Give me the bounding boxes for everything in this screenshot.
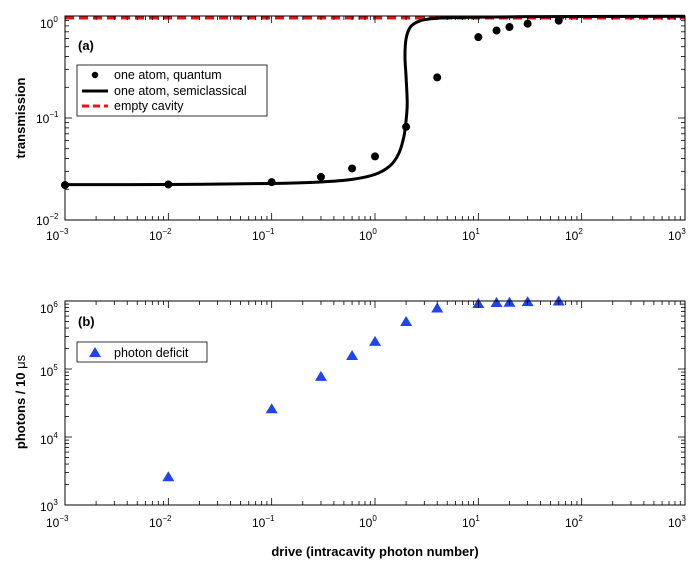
- quantum-point-4: [348, 164, 357, 173]
- quantum-point-1: [164, 180, 173, 189]
- legend-empty-cavity-label: empty cavity: [114, 99, 184, 113]
- quantum-point-10: [505, 23, 514, 32]
- panel-b-photon-deficit: 10−3 10−2 10−1 100 101 102 103 103 104 1…: [13, 295, 686, 559]
- b-xtick-label-6: 103: [668, 514, 686, 530]
- b-xtick-label-4: 101: [462, 514, 480, 530]
- b-xtick-label-1: 10−2: [149, 514, 172, 530]
- panel-b-y-axis-label: photons / 10 μs: [13, 354, 28, 449]
- b-ytick-label-2: 105: [40, 363, 58, 379]
- quantum-point-11: [523, 19, 532, 28]
- panel-b-ticks: [64, 300, 686, 506]
- panel-b-tag: (b): [78, 314, 95, 329]
- panel-a-legend: one atom, quantum one atom, semiclassica…: [76, 64, 268, 117]
- a-ytick-label-2: 100: [40, 15, 58, 31]
- quantum-point-9: [492, 26, 501, 35]
- a-xtick-label-1: 10−2: [149, 227, 172, 243]
- quantum-point-5: [371, 152, 379, 161]
- x-axis-label: drive (intracavity photon number): [271, 544, 478, 559]
- panel-b-x-tick-labels: 10−3 10−2 10−1 100 101 102 103: [46, 514, 686, 530]
- b-xtick-label-5: 102: [565, 514, 583, 530]
- legend-quantum-label: one atom, quantum: [114, 68, 222, 82]
- a-ytick-label-0: 10−2: [36, 212, 59, 228]
- quantum-point-3: [316, 172, 325, 181]
- a-xtick-label-2: 10−1: [252, 227, 275, 243]
- legend-quantum-marker: [91, 71, 99, 79]
- panel-b-frame: [64, 300, 686, 506]
- b-xtick-label-3: 100: [359, 514, 377, 530]
- photon-deficit-point-6: [431, 302, 444, 313]
- a-xtick-label-3: 100: [359, 227, 377, 243]
- photon-deficit-point-5: [400, 315, 413, 326]
- quantum-point-7: [433, 73, 442, 82]
- legend-photon-deficit-label: photon deficit: [114, 346, 189, 360]
- a-xtick-label-6: 103: [668, 227, 686, 243]
- panel-b-legend: photon deficit: [76, 341, 208, 363]
- quantum-point-12: [554, 16, 563, 25]
- panel-a-tag: (a): [78, 38, 94, 53]
- quantum-point-6: [402, 122, 411, 131]
- panel-a-y-axis-label: transmission: [13, 77, 28, 158]
- panel-a-x-tick-labels: 10−3 10−2 10−1 100 101 102 103: [46, 227, 686, 243]
- b-xtick-label-0: 10−3: [46, 514, 69, 530]
- panel-b-y-tick-labels: 103 104 105 106: [40, 300, 58, 514]
- legend-photon-deficit-marker: [89, 347, 101, 357]
- photon-deficit-point-2: [314, 370, 327, 381]
- panel-a-legend-box: [76, 64, 268, 117]
- a-ytick-label-1: 10−1: [36, 110, 59, 126]
- panel-b-legend-box: [76, 341, 208, 363]
- photon-deficit-point-4: [369, 335, 381, 346]
- b-ytick-label-3: 106: [40, 300, 58, 316]
- quantum-point-2: [267, 178, 276, 187]
- b-xtick-label-2: 10−1: [252, 514, 275, 530]
- semiclassical-curve: [64, 14, 686, 187]
- panel-b-plot-area: [162, 295, 565, 482]
- photon-deficit-point-8: [490, 297, 503, 308]
- a-xtick-label-0: 10−3: [46, 227, 69, 243]
- photon-deficit-point-3: [346, 349, 359, 360]
- a-xtick-label-5: 102: [565, 227, 583, 243]
- panel-a-y-tick-labels: 10−2 10−1 100: [36, 15, 59, 228]
- photon-deficit-point-0: [162, 471, 175, 482]
- legend-semiclassical-label: one atom, semiclassical: [114, 84, 247, 98]
- a-xtick-label-4: 101: [462, 227, 480, 243]
- quantum-point-8: [474, 33, 483, 42]
- b-ytick-label-0: 103: [40, 498, 58, 514]
- photon-deficit-point-1: [265, 403, 278, 414]
- panel-a-ticks: [64, 15, 686, 221]
- panel-a-frame: [64, 15, 686, 221]
- panel-a-transmission: 10−3 10−2 10−1 100 101 102 103 10−2 10−1…: [13, 14, 686, 243]
- b-ytick-label-1: 104: [40, 431, 58, 447]
